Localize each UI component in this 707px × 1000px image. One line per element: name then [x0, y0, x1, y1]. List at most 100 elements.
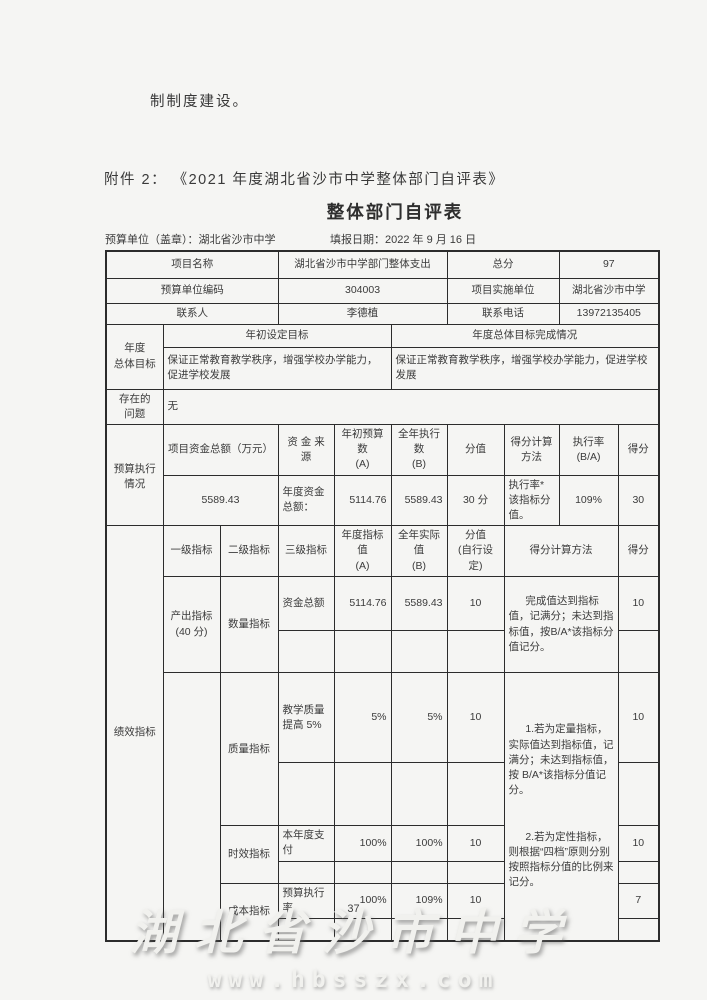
fill-date-label: 填报日期：2022 年 9 月 16 日: [330, 234, 477, 246]
other-method-paragraph-2: 2.若为定性指标，则根据“四档”原则分别按照指标分值的比例来记分。: [508, 830, 614, 889]
empty-cell: [277, 629, 335, 674]
quality-row-score: 10: [446, 672, 505, 764]
table-row: 项目名称 湖北省沙市中学部门整体支出 总分 97: [105, 250, 660, 279]
project-name-value: 湖北省沙市中学部门整体支出: [277, 250, 448, 279]
level1-indicator-header: 一级指标: [162, 525, 221, 577]
impl-unit-label: 项目实施单位: [446, 277, 560, 304]
time-row-points: 10: [617, 825, 660, 862]
quality-indicator-label: 质量指标: [219, 672, 279, 827]
page-number: 37: [347, 903, 360, 915]
cost-row-name: 预算执行率: [277, 882, 335, 920]
empty-cell: [390, 629, 448, 674]
problems-label: 存在的 问题: [105, 388, 164, 425]
empty-cell: [333, 860, 392, 884]
table-row: 质量指标 教学质量提高 5% 5% 5% 10 1.若为定量指标，实际值达到指标…: [106, 672, 660, 942]
fund-source-value: 年度资金总额：: [277, 474, 335, 527]
page-title: 整体部门自评表: [326, 202, 464, 222]
quantity-row-a: 5114.76: [333, 575, 392, 631]
budget-unit-label: 预算单位（盖章）：湖北省沙市中学: [105, 234, 276, 246]
table-row: 产出指标 (40 分) 数量指标 资金总额 5114.76 5589.43 10…: [106, 575, 660, 674]
other-method-text: 1.若为定量指标，实际值达到指标值，记满分；未达到指标值，按 B/A*该指标分值…: [503, 672, 619, 942]
quality-row-b: 5%: [390, 672, 448, 764]
score-value-header: 分值: [446, 423, 505, 476]
table-row: 保证正常教育教学秩序，增强学校办学能力，促进学校发展 保证正常教育教学秩序，增强…: [106, 346, 660, 390]
phone-label: 联系电话: [446, 302, 560, 325]
executed-amount-header: 全年执行数 (B): [390, 423, 448, 476]
problems-value: 无: [162, 388, 660, 425]
perf-points-header: 得分: [617, 525, 660, 577]
time-row-b: 100%: [390, 825, 448, 862]
table-row: 成本指标 预算执行率 100% 109% 10 7: [106, 882, 660, 942]
table-row: [106, 629, 660, 674]
budget-section-label: 预算执行 情况: [105, 423, 164, 527]
unit-code-value: 304003: [277, 277, 448, 304]
actual-value-header: 全年实际值 (B): [390, 525, 448, 577]
initial-budget-header: 年初预算数 (A): [333, 423, 392, 476]
points-value: 30: [617, 474, 660, 527]
self-set-score-header: 分值 (自行设定): [446, 525, 505, 577]
quantity-method-text: 完成值达到指标值，记满分；未达到指标值，按B/A*该指标分值记分。: [503, 575, 619, 674]
empty-cell: [277, 860, 335, 884]
table-row: 年度 总体目标 年初设定目标 年度总体目标完成情况: [105, 323, 660, 390]
empty-cell: [333, 918, 392, 942]
initial-goal-text: 保证正常教育教学秩序，增强学校办学能力，促进学校发展: [162, 346, 392, 390]
empty-cell: [446, 762, 505, 827]
empty-cell: [446, 918, 505, 942]
timeliness-indicator-label: 时效指标: [219, 825, 279, 884]
table-row: 绩效指标 一级指标 二级指标 三级指标 年度指标值 (A) 全年实际值 (B) …: [105, 525, 660, 942]
annual-target-header: 年度指标值 (A): [333, 525, 392, 577]
table-row: 时效指标 本年度支付 100% 100% 10 10: [106, 825, 660, 884]
cost-row-points: 7: [617, 882, 660, 920]
watermark-website-url: www.hbsszx.com: [207, 967, 500, 993]
score-method-value: 执行率*该指标分值。: [503, 474, 560, 527]
score-value: 30 分: [446, 474, 505, 527]
quality-row-points: 10: [617, 672, 660, 764]
level2-indicator-header: 二级指标: [219, 525, 279, 577]
unit-code-label: 预算单位编码: [105, 277, 279, 304]
table-row: 存在的 问题 无: [105, 388, 660, 425]
empty-cell: [617, 629, 660, 674]
empty-level1-cell: [162, 672, 221, 942]
cost-row-a: 100%: [333, 882, 392, 920]
quantity-row-b: 5589.43: [390, 575, 448, 631]
quantity-row-score: 10: [446, 575, 505, 631]
goal-completion-header: 年度总体目标完成情况: [390, 323, 660, 348]
fund-total-value: 5589.43: [162, 474, 279, 527]
table-row: 预算执行 情况 项目资金总额（万元） 资 金 来 源 年初预算数 (A) 全年执…: [105, 423, 660, 527]
attachment-heading: 附件 2： 《2021 年度湖北省沙市中学整体部门自评表》: [104, 172, 505, 188]
total-score-value: 97: [558, 250, 660, 279]
quantity-method-paragraph: 完成值达到指标值，记满分；未达到指标值，按B/A*该指标分值记分。: [508, 595, 614, 653]
cost-row-b: 109%: [390, 882, 448, 920]
time-row-a: 100%: [333, 825, 392, 862]
score-method-header: 得分计算 方法: [503, 423, 560, 476]
phone-value: 13972135405: [558, 302, 660, 325]
annual-goal-row-label: 年度 总体目标: [105, 323, 164, 390]
quality-row-a: 5%: [333, 672, 392, 764]
empty-cell: [617, 762, 660, 827]
output-indicator-group: 产出指标 (40 分): [162, 575, 221, 674]
empty-cell: [617, 918, 660, 942]
table-row: 5589.43 年度资金总额： 5114.76 5589.43 30 分 执行率…: [106, 474, 660, 527]
empty-cell: [390, 860, 448, 884]
time-row-score: 10: [446, 825, 505, 862]
level3-indicator-header: 三级指标: [277, 525, 335, 577]
total-score-label: 总分: [446, 250, 560, 279]
fund-total-header: 项目资金总额（万元）: [162, 423, 279, 476]
other-method-paragraph-1: 1.若为定量指标，实际值达到指标值，记满分；未达到指标值，按 B/A*该指标分值…: [508, 723, 614, 797]
empty-cell: [390, 762, 448, 827]
method-header: 得分计算方法: [503, 525, 619, 577]
cost-indicator-label: 成本指标: [219, 882, 279, 942]
empty-cell: [277, 918, 335, 942]
initial-goal-header: 年初设定目标: [162, 323, 392, 348]
execution-rate-header: 执行率 (B/A): [558, 423, 619, 476]
executed-amount-value: 5589.43: [390, 474, 448, 527]
empty-cell: [333, 762, 392, 827]
empty-cell: [446, 860, 505, 884]
time-row-name: 本年度支付: [277, 825, 335, 862]
goal-completion-text: 保证正常教育教学秩序，增强学校办学能力，促进学校发展: [390, 346, 660, 390]
empty-cell: [390, 918, 448, 942]
self-evaluation-table: 项目名称 湖北省沙市中学部门整体支出 总分 97 预算单位编码 304003 项…: [105, 250, 661, 942]
project-name-label: 项目名称: [105, 250, 279, 279]
fund-source-header: 资 金 来 源: [277, 423, 335, 476]
